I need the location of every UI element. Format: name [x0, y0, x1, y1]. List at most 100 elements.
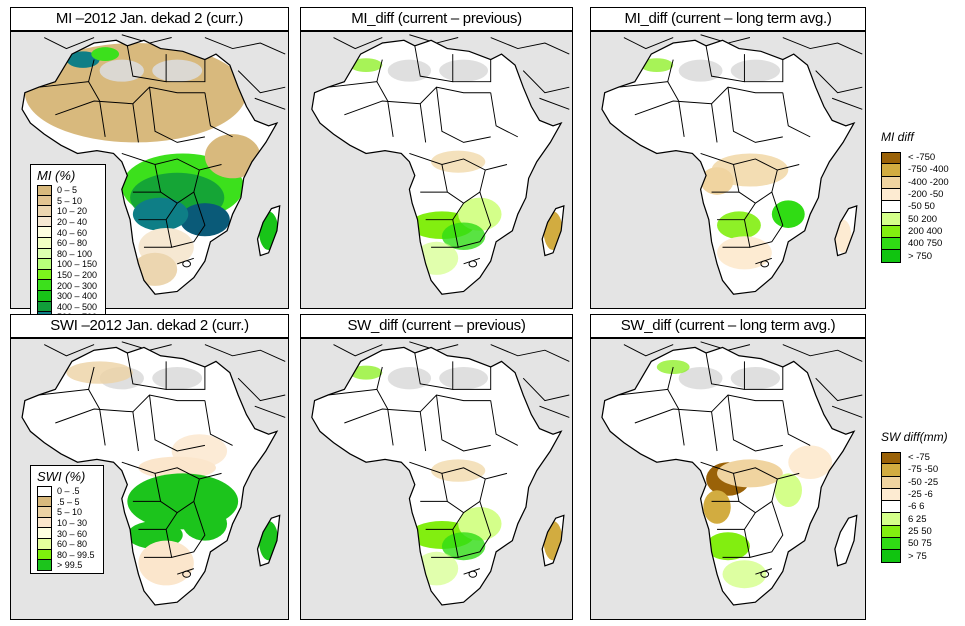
- country-border: [419, 103, 427, 143]
- legend-label: -25 -6: [908, 489, 933, 501]
- country-border: [88, 59, 95, 82]
- map-region-shading: [258, 521, 279, 561]
- map-region-shading: [138, 540, 194, 586]
- country-border: [121, 152, 222, 171]
- legend-item: 150 – 200: [37, 269, 101, 281]
- map-region-shading: [66, 51, 100, 68]
- map-canvas: [311, 341, 570, 606]
- legend-label: 5 – 10: [57, 507, 83, 518]
- legend-label: 60 – 80: [57, 539, 88, 550]
- map-region-shading: [91, 47, 120, 61]
- country-border: [182, 260, 191, 268]
- map-region-shading: [678, 59, 723, 82]
- land-area: [601, 40, 857, 295]
- legend-label: > 750: [908, 250, 933, 262]
- legend-item: 10 – 30: [37, 517, 99, 529]
- panel-title: MI –2012 Jan. dekad 2 (curr.): [10, 7, 289, 31]
- map-region-shading: [182, 507, 228, 541]
- legend-swatch: [881, 188, 901, 202]
- legend-label: -50 -25: [908, 476, 939, 488]
- country-border: [419, 411, 427, 452]
- legend-label: 200 400: [908, 225, 943, 237]
- country-border: [678, 100, 685, 137]
- legend-item: 40 – 60: [37, 227, 101, 238]
- map-region-shading: [722, 560, 767, 589]
- legend-label: 300 – 400: [57, 291, 98, 302]
- map-region-shading: [640, 58, 674, 73]
- country-border: [468, 570, 478, 578]
- country-border: [733, 473, 778, 514]
- country-border: [149, 394, 205, 452]
- map-region-shading: [771, 200, 805, 228]
- country-border: [452, 501, 492, 559]
- legend-label: -200 -50: [908, 189, 944, 201]
- legend-swatch: [37, 227, 52, 238]
- legend-swatch: [881, 164, 901, 177]
- legend-item: < -750: [881, 152, 949, 165]
- legend-swatch: [881, 550, 901, 563]
- map-region-shading: [179, 203, 230, 237]
- legend-item: 5 – 10: [37, 507, 99, 518]
- country-border: [452, 59, 492, 83]
- legend-item: 20 – 40: [37, 216, 101, 228]
- country-border: [634, 394, 783, 424]
- legend-title: SWI (%): [37, 469, 86, 484]
- country-border: [760, 570, 770, 578]
- legend-label: 30 – 60: [57, 528, 88, 539]
- legend-swatch: [37, 528, 52, 539]
- legend-swatch: [881, 152, 901, 165]
- country-border: [154, 473, 200, 514]
- legend-swatch: [37, 216, 52, 228]
- country-border: [99, 100, 106, 137]
- map-region-shading: [656, 360, 690, 374]
- legend-swatch: [37, 195, 52, 207]
- legend-label: 60 – 80: [57, 238, 88, 249]
- land-area: [311, 347, 564, 605]
- legend-label: 80 – 99.5: [57, 549, 95, 560]
- country-border: [667, 366, 674, 390]
- country-border: [700, 152, 800, 171]
- map-mi-diff-long-term: [590, 31, 866, 309]
- legend-item: 400 750: [881, 238, 949, 251]
- legend-label: > 99.5: [57, 560, 83, 571]
- map-region-shading: [439, 367, 488, 390]
- country-border: [711, 411, 718, 452]
- legend-label: 40 – 60: [57, 227, 88, 238]
- map-region-shading: [774, 473, 802, 507]
- map-region-shading: [458, 507, 502, 541]
- panel-title: MI_diff (current – long term avg.): [590, 7, 866, 31]
- legend-swatch: [881, 452, 901, 465]
- country-border: [744, 367, 784, 390]
- map-region-shading: [349, 365, 383, 380]
- country-border: [634, 86, 783, 116]
- legend-item: -25 -6: [881, 488, 948, 502]
- legend-label: 150 – 200: [57, 270, 98, 281]
- legend-item: 50 200: [881, 213, 949, 226]
- country-border: [744, 59, 784, 83]
- legend-swatch: [37, 280, 52, 291]
- panel-title: SW_diff (current – long term avg.): [590, 314, 866, 338]
- legend-swatch: [37, 269, 52, 281]
- land-area: [601, 347, 857, 605]
- map-region-shading: [387, 367, 432, 390]
- map-region-shading: [543, 521, 563, 561]
- map-sw-diff-long-term: [590, 338, 866, 620]
- legend-label: .5 – 5: [57, 496, 80, 507]
- legend-swatch: [37, 549, 52, 561]
- country-border: [667, 59, 674, 82]
- country-border: [376, 59, 383, 82]
- map-region-shading: [66, 361, 133, 384]
- legend-swatch: [37, 496, 52, 508]
- country-border: [441, 473, 486, 514]
- legend-item: 0 – 5: [37, 185, 101, 196]
- coastline: [21, 346, 279, 606]
- legend-label: 25 50: [908, 525, 932, 537]
- country-border: [452, 367, 492, 390]
- country-border: [468, 260, 478, 268]
- land-area: [311, 40, 564, 295]
- map-region-shading: [349, 58, 383, 73]
- legend-label: 0 – 5: [57, 185, 78, 196]
- legend-label: 400 750: [908, 238, 943, 250]
- country-border: [760, 260, 770, 268]
